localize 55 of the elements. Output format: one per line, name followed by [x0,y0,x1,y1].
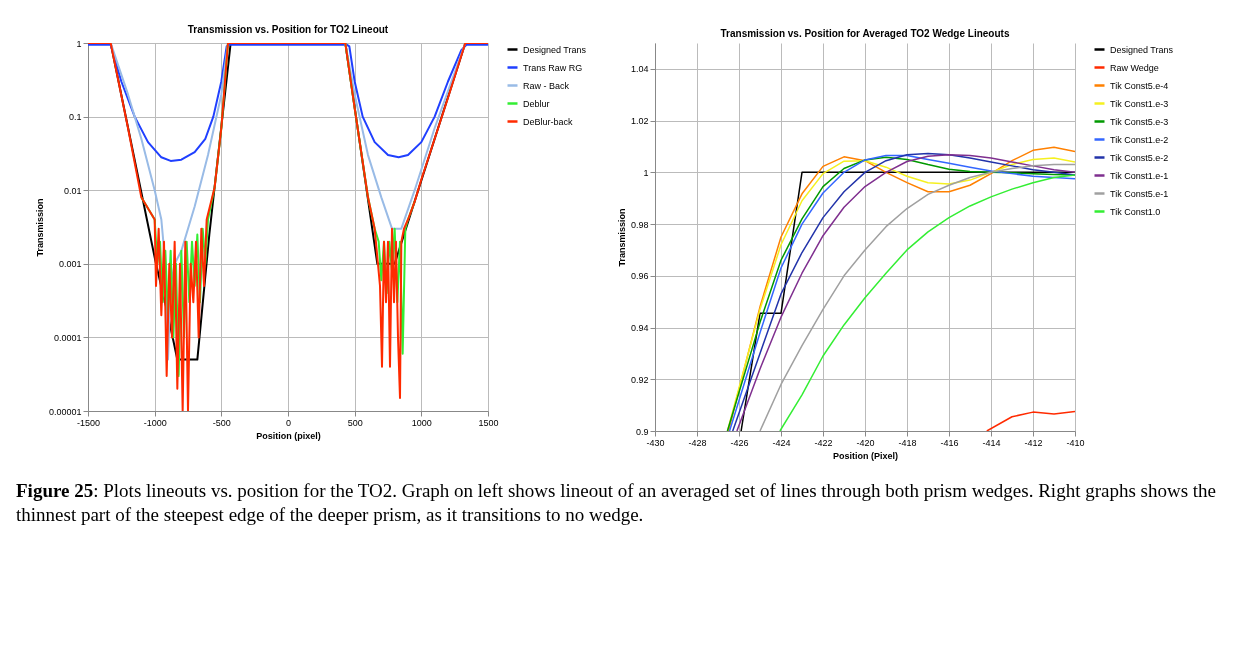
x-tick-label: -1500 [76,417,101,428]
y-tick-label: 0.1 [68,112,82,123]
x-tick-label: 500 [347,417,363,428]
y-tick-label: 0.0001 [53,332,82,343]
legend-label: Tik Const1.e-3 [1110,98,1169,109]
x-tick-label: -500 [212,417,231,428]
x-tick-label: 0 [285,417,292,428]
legend-label: Tik Const5.e-4 [1110,80,1169,91]
y-tick-label: 0.94 [630,323,649,334]
y-tick-label: 1 [76,38,82,49]
y-axis-title: Transmission [34,198,45,257]
y-axis-title: Transmission [616,208,627,267]
legend-label: Designed Trans [523,44,587,55]
legend-label: Tik Const1.e-2 [1110,134,1169,145]
legend-label: Deblur [523,98,550,109]
y-tick-label: 0.00001 [48,406,82,417]
x-tick-label: -414 [982,437,1001,448]
x-tick-label: -416 [940,437,959,448]
x-tick-label: -428 [688,437,707,448]
x-tick-label: -430 [646,437,665,448]
legend-label: Tik Const1.0 [1110,206,1161,217]
line-series [986,410,1075,431]
x-axis-title: Position (pixel) [256,430,321,441]
legend-label: Tik Const5.e-2 [1110,152,1169,163]
caption: Figure 25: Plots lineouts vs. position for the TO2. Graph on left shows lineout of an averaged set of lines through both prism wedges. Right graphs shows the thinnest part of the steepest edge of the deeper prism, as it transitions to no wedge. [16,479,1218,527]
y-tick-label: 1 [643,167,649,178]
x-tick-label: -418 [898,437,917,448]
x-tick-label: -412 [1024,437,1043,448]
x-tick-label: -426 [730,437,749,448]
legend-label: Trans Raw RG [523,62,583,73]
chart-title: Transmission vs. Position for TO2 Lineout [187,24,389,35]
legend-label: Tik Const5.e-3 [1110,116,1169,127]
y-tick-label: 1.02 [630,116,649,127]
legend-label: Raw - Back [523,80,570,91]
y-tick-label: 0.001 [58,259,82,270]
x-tick-label: -422 [814,437,833,448]
legend-label: DeBlur-back [523,116,574,127]
legend-label: Designed Trans [1110,44,1174,55]
x-tick-label: -410 [1066,437,1085,448]
chart-title: Transmission vs. Position for Averaged TO2 Wedge Lineouts [720,28,1010,39]
y-tick-label: 0.96 [630,271,649,282]
legend-label: Tik Const1.e-1 [1110,170,1169,181]
x-tick-label: 1500 [478,417,499,428]
legend-label: Raw Wedge [1110,62,1159,73]
legend-label: Tik Const5.e-1 [1110,188,1169,199]
y-tick-label: 0.98 [630,219,649,230]
x-tick-label: -1000 [143,417,167,428]
x-tick-label: -424 [772,437,791,448]
x-tick-label: -420 [856,437,875,448]
x-tick-label: 1000 [411,417,432,428]
x-axis-title: Position (Pixel) [832,450,899,461]
y-tick-label: 0.92 [630,374,649,385]
y-tick-label: 0.01 [63,185,82,196]
y-tick-label: 1.04 [630,64,649,75]
y-tick-label: 0.9 [635,426,649,437]
